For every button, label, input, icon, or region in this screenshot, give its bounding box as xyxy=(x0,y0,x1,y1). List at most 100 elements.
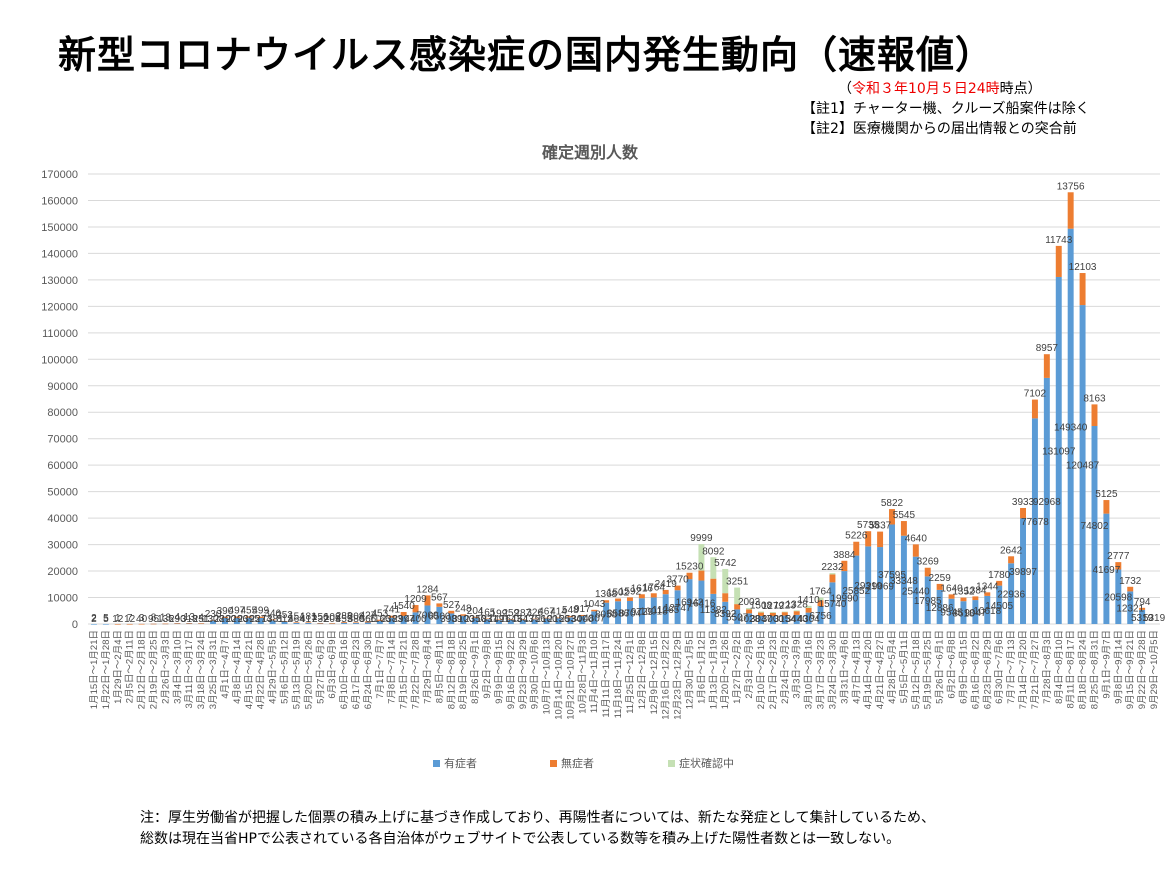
data-label-top: 7102 xyxy=(1024,389,1047,400)
data-label-symptomatic: 8392 xyxy=(714,609,737,620)
data-label-symptomatic: 5319 xyxy=(1131,613,1154,624)
y-tick-label: 80000 xyxy=(47,407,78,419)
data-label-symptomatic: 8586 xyxy=(607,609,630,620)
x-tick-label: 6月10日～6月16日 xyxy=(339,630,350,709)
bar-asymptomatic xyxy=(948,594,955,599)
bar-symptomatic xyxy=(1127,591,1134,624)
bar-asymptomatic xyxy=(615,598,622,602)
x-tick-label: 3月18日～3月24日 xyxy=(196,630,207,709)
bar-symptomatic xyxy=(257,617,264,624)
data-label-symptomatic: 318 xyxy=(181,614,198,625)
bar-symptomatic xyxy=(615,601,622,624)
data-label-symptomatic: 5507 xyxy=(726,613,749,624)
as-of-timestamp: （令和３年10月５日24時時点） xyxy=(838,78,1042,98)
y-tick-label: 150000 xyxy=(41,222,78,234)
bar-symptomatic xyxy=(853,555,860,624)
bar-symptomatic xyxy=(376,620,383,624)
bar-symptomatic xyxy=(341,622,348,624)
x-tick-label: 4月28日～5月4日 xyxy=(887,630,898,704)
data-label-symptomatic: 12321 xyxy=(1116,604,1144,615)
y-tick-label: 110000 xyxy=(42,328,78,340)
bar-symptomatic xyxy=(448,613,455,624)
data-label-top: 156 xyxy=(312,612,329,623)
bar-confirming xyxy=(734,587,741,605)
data-label-symptomatic: 2274 xyxy=(250,614,273,625)
bar-symptomatic xyxy=(1067,228,1074,624)
data-label-top: 2777 xyxy=(1107,551,1130,562)
data-label-symptomatic: 455 xyxy=(336,614,353,625)
data-label-top: 548 xyxy=(562,605,579,616)
data-label-top: 3 xyxy=(139,613,145,624)
data-label-symptomatic: 2350 xyxy=(464,614,487,625)
data-label-top: 1328 xyxy=(786,599,809,610)
legend-label: 無症者 xyxy=(561,756,594,770)
data-label-top: 741 xyxy=(383,605,400,616)
bar-asymptomatic xyxy=(972,596,979,601)
data-label-top: 390 xyxy=(217,606,234,617)
bar-symptomatic xyxy=(603,602,610,624)
data-label-symptomatic: 12747 xyxy=(664,603,692,614)
bar-confirming xyxy=(758,611,764,613)
bar-symptomatic xyxy=(805,612,812,624)
bar-symptomatic xyxy=(638,598,645,624)
data-label-symptomatic: 22936 xyxy=(997,590,1025,601)
x-tick-label: 8月18日～8月24日 xyxy=(1078,630,1089,709)
x-tick-label: 5月19日～5月25日 xyxy=(923,630,934,709)
data-label-symptomatic: 149340 xyxy=(1054,422,1088,433)
x-tick-label: 8月25日～8月31日 xyxy=(1089,630,1100,709)
bar-asymptomatic xyxy=(531,618,538,620)
data-label-top: 1502 xyxy=(607,588,630,599)
data-label-symptomatic: 1381 xyxy=(261,614,284,625)
bar-asymptomatic xyxy=(245,616,252,618)
data-label-symptomatic: 2 xyxy=(91,614,97,625)
data-label-top: 13 xyxy=(160,613,172,624)
data-label-symptomatic: 5 xyxy=(103,614,109,625)
bar-symptomatic xyxy=(460,615,467,624)
x-tick-label: 2月5日～2月11日 xyxy=(125,630,136,703)
x-tick-label: 6月2日～6月8日 xyxy=(947,630,958,699)
y-tick-label: 90000 xyxy=(47,381,78,393)
bar-symptomatic xyxy=(364,622,371,624)
data-label-symptomatic: 2156 xyxy=(547,614,570,625)
bar-symptomatic xyxy=(531,619,538,624)
data-label-top: 9999 xyxy=(690,533,713,544)
x-tick-label: 9月30日～10月6日 xyxy=(530,630,541,709)
bar-symptomatic xyxy=(900,535,907,624)
bar-symptomatic xyxy=(591,611,598,624)
data-label-symptomatic: 16943 xyxy=(676,598,704,609)
y-tick-label: 40000 xyxy=(47,513,78,525)
data-label-symptomatic: 251 xyxy=(193,614,210,625)
data-label-symptomatic: 74802 xyxy=(1081,521,1109,532)
bar-asymptomatic xyxy=(495,619,502,621)
data-label-top: 2232 xyxy=(821,562,844,573)
data-label-symptomatic: 16416 xyxy=(688,598,716,609)
x-tick-label: 1月6日～1月12日 xyxy=(696,630,707,704)
x-tick-label: 6月23日～6月29日 xyxy=(982,630,993,709)
data-label-top: 5 xyxy=(103,613,109,624)
data-label-symptomatic: 2383 xyxy=(381,614,404,625)
x-tick-label: 7月21日～7月27日 xyxy=(1030,630,1041,709)
data-label-top: 5125 xyxy=(1095,489,1118,500)
x-tick-label: 5月6日～5月12日 xyxy=(280,630,291,704)
x-tick-label: 3月3日～3月9日 xyxy=(792,630,803,699)
x-tick-label: 8月11日～8月17日 xyxy=(1066,630,1077,709)
bar-symptomatic xyxy=(1020,518,1026,624)
bar-asymptomatic xyxy=(460,614,467,616)
bar-asymptomatic xyxy=(591,609,598,612)
data-label-symptomatic: 3440 xyxy=(786,614,809,625)
data-label-top: 5742 xyxy=(714,558,737,569)
data-label-top: 1508 xyxy=(750,600,773,611)
data-label-top: 8092 xyxy=(702,546,725,557)
bar-asymptomatic xyxy=(567,616,574,618)
bar-symptomatic xyxy=(948,598,955,624)
bar-asymptomatic xyxy=(388,615,395,618)
x-tick-label: 3月31日～4月6日 xyxy=(839,630,850,704)
data-label-symptomatic: 25852 xyxy=(842,586,870,597)
y-tick-label: 0 xyxy=(72,619,78,631)
data-label-symptomatic: 95 xyxy=(148,614,160,625)
data-label-symptomatic: 10018 xyxy=(640,607,668,618)
bar-asymptomatic xyxy=(281,621,288,622)
bar-asymptomatic xyxy=(1020,507,1026,519)
x-tick-label: 12月16日～12月22日 xyxy=(661,630,672,720)
